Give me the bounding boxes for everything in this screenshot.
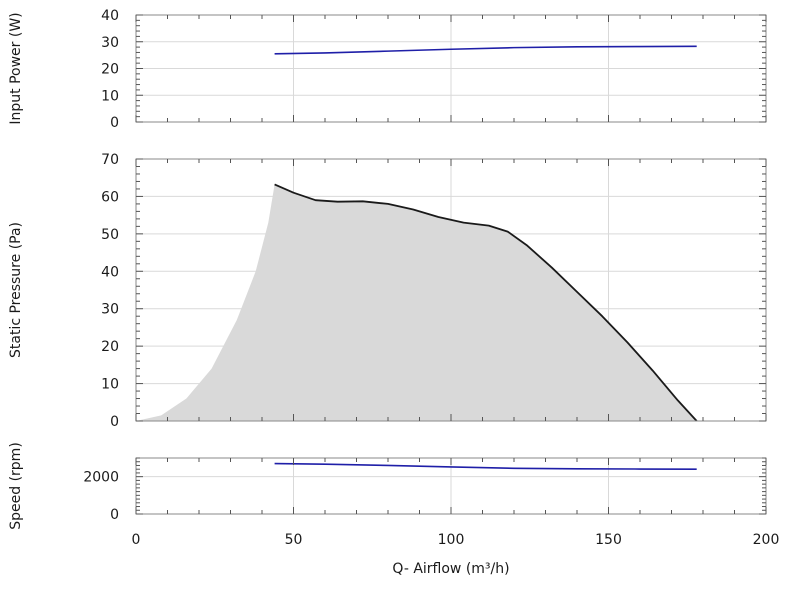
power-y-tick-label: 40 — [101, 8, 119, 24]
pressure-y-tick-label: 30 — [101, 302, 119, 318]
speed-y-tick-label: 2000 — [83, 470, 119, 486]
speed-y-axis-title: Speed (rpm) — [8, 442, 24, 530]
pressure-y-tick-label: 0 — [110, 414, 119, 430]
unstable-region-area — [136, 184, 697, 421]
power-y-tick-label: 10 — [101, 88, 119, 104]
pressure-y-tick-label: 10 — [101, 377, 119, 393]
speed-curve-line — [274, 462, 697, 470]
pressure-y-tick-label: 70 — [101, 152, 119, 168]
pressure-y-tick-label: 50 — [101, 227, 119, 243]
power-y-tick-label: 30 — [101, 35, 119, 51]
pressure-y-tick-label: 20 — [101, 339, 119, 355]
power-y-tick-label: 0 — [110, 115, 119, 131]
pressure-y-tick-label: 40 — [101, 264, 119, 280]
power-panel: 0 10 20 30 40 Input Power (W) — [8, 8, 767, 131]
x-tick-label: 150 — [595, 532, 622, 548]
pressure-panel: 0 10 20 30 40 50 60 70 Static Pressure (Pa) — [8, 152, 767, 430]
x-tick-label: 100 — [438, 532, 465, 548]
speed-y-tick-label: 0 — [110, 507, 119, 523]
x-tick-label: 50 — [285, 532, 303, 548]
pressure-y-axis-title: Static Pressure (Pa) — [8, 222, 24, 358]
power-curve-line — [274, 45, 697, 55]
power-y-tick-label: 20 — [101, 62, 119, 78]
power-y-axis-title: Input Power (W) — [8, 12, 24, 124]
x-tick-label: 200 — [753, 532, 780, 548]
speed-panel: 0 2000 Speed (rpm) — [8, 442, 767, 530]
x-tick-label: 0 — [132, 532, 141, 548]
x-axis-title: Q- Airflow (m³/h) — [392, 561, 509, 577]
pressure-y-tick-label: 60 — [101, 189, 119, 205]
pressure-curve-line — [274, 183, 698, 422]
